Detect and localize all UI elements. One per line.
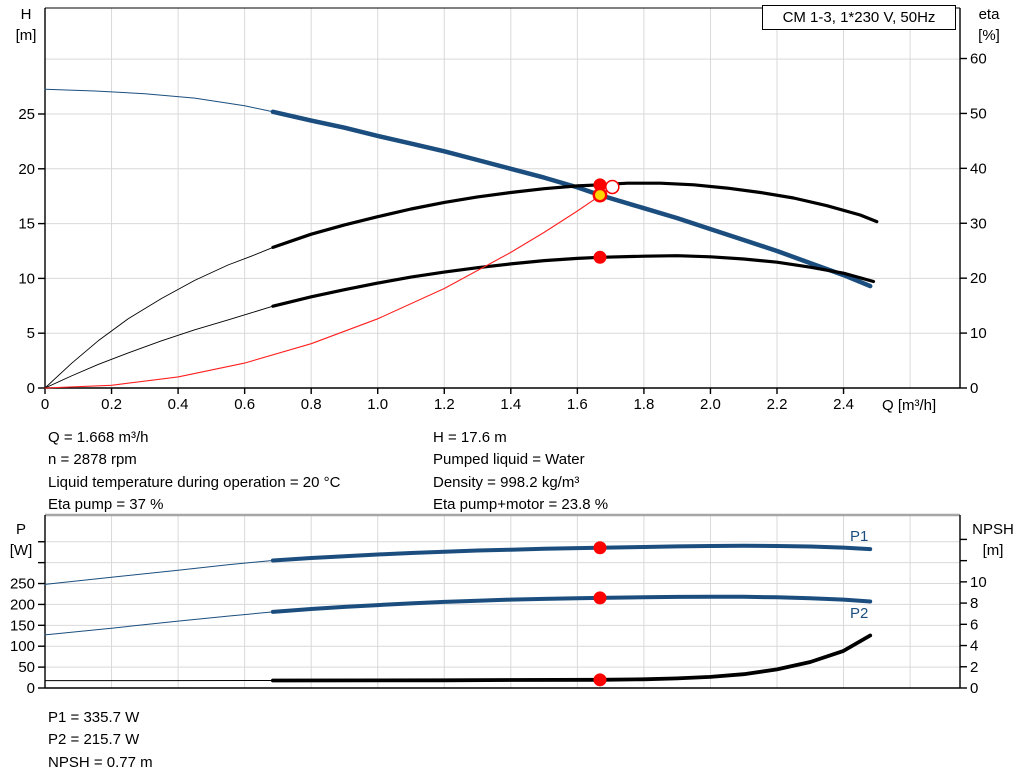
svg-text:0.8: 0.8: [301, 396, 322, 413]
power-npsh-chart-ticks: 0 50 100 150 200 250 0 2 4 6 8 10: [10, 538, 987, 697]
svg-text:250: 250: [10, 576, 35, 593]
svg-text:0.4: 0.4: [168, 396, 189, 413]
p1-curve-extension: [44, 560, 274, 585]
h-axis-label-unit: [m]: [15, 27, 37, 44]
svg-text:10: 10: [970, 325, 987, 342]
npsh-axis-label-symbol: NPSH: [972, 521, 1014, 538]
annotation-temperature: Liquid temperature during operation = 20…: [48, 473, 341, 491]
power-npsh-chart-grid: [45, 515, 960, 688]
svg-text:40: 40: [970, 160, 987, 177]
hq-eta-chart: 0 5 10 15 20 25 0 10 20 30 40 50 60 0 0.2 0.4 0.6 0.8 1.0 1…: [18, 7, 987, 413]
eta-axis-label-unit: [%]: [978, 27, 1000, 44]
eta-axis-label: eta [%]: [966, 4, 1012, 46]
duty-annotations-right: H = 17.6 m Pumped liquid = Water Density…: [433, 427, 608, 517]
svg-text:25: 25: [18, 106, 35, 123]
svg-text:8: 8: [970, 595, 978, 612]
pump-model-title-text: CM 1-3, 1*230 V, 50Hz: [782, 9, 936, 26]
svg-text:0: 0: [970, 680, 978, 697]
p2-curve-label: P2: [850, 605, 869, 622]
p-axis-label-symbol: P: [15, 521, 26, 538]
svg-text:1.8: 1.8: [633, 396, 654, 413]
svg-text:150: 150: [10, 617, 35, 634]
svg-text:6: 6: [970, 616, 978, 633]
svg-text:0: 0: [27, 380, 35, 397]
annotation-p2: P2 = 215.7 W: [48, 731, 140, 749]
npsh-curve: [270, 633, 873, 683]
duty-point-eta-pump: [593, 178, 607, 192]
p-axis-label-unit: [W]: [9, 542, 33, 559]
h-axis-label-symbol: H: [20, 6, 32, 23]
svg-text:100: 100: [10, 638, 35, 655]
annotation-p1: P1 = 335.7 W: [48, 709, 140, 726]
svg-text:4: 4: [970, 638, 978, 655]
eta-axis-label-symbol: eta: [978, 6, 1000, 23]
eta-pump-motor-curve-extension: [44, 305, 274, 389]
svg-text:10: 10: [970, 574, 987, 591]
svg-text:0.6: 0.6: [234, 396, 255, 413]
svg-text:0: 0: [41, 396, 49, 413]
svg-text:15: 15: [18, 216, 35, 233]
duty-point-eta-pump-motor: [593, 250, 607, 264]
p-axis-label: P [W]: [2, 519, 40, 561]
npsh-axis-label: NPSH [m]: [962, 519, 1024, 561]
annotation-eta-pump: Eta pump = 37 %: [48, 496, 164, 514]
svg-text:30: 30: [970, 215, 987, 232]
system-curve: [44, 186, 613, 389]
annotation-head: H = 17.6 m: [433, 429, 507, 446]
p2-curve-extension: [44, 611, 274, 636]
pump-model-title: CM 1-3, 1*230 V, 50Hz: [762, 5, 956, 30]
duty-point-npsh: [593, 673, 607, 687]
eta-pump-curve-extension: [44, 246, 274, 389]
annotation-speed: n = 2878 rpm: [48, 451, 137, 469]
annotation-density: Density = 998.2 kg/m³: [433, 473, 580, 491]
q-axis-label: Q [m³/h]: [882, 397, 937, 414]
annotation-q: Q = 1.668 m³/h: [48, 429, 149, 446]
svg-text:50: 50: [970, 105, 987, 122]
p1-curve-label: P1: [850, 528, 869, 545]
svg-text:2.2: 2.2: [767, 396, 788, 413]
svg-text:50: 50: [18, 659, 35, 676]
duty-point-p1: [593, 541, 607, 555]
duty-annotations-left: Q = 1.668 m³/h n = 2878 rpm Liquid tempe…: [48, 427, 340, 517]
svg-text:2.4: 2.4: [833, 396, 854, 413]
duty-point-p2: [593, 591, 607, 605]
requested-duty-point: [605, 179, 620, 195]
svg-text:0.2: 0.2: [101, 396, 122, 413]
hq-eta-chart-ticks: 0 5 10 15 20 25 0 10 20 30 40 50 60 0 0.2 0.4 0.6 0.8 1.0 1…: [18, 51, 986, 413]
svg-text:1.2: 1.2: [434, 396, 455, 413]
svg-text:20: 20: [970, 270, 987, 287]
eta-pump-curve: [271, 181, 879, 249]
annotation-liquid: Pumped liquid = Water: [433, 451, 585, 469]
power-annotations: P1 = 335.7 W P2 = 215.7 W NPSH = 0.77 m: [48, 707, 153, 774]
duty-point-head: [592, 187, 608, 203]
p2-curve: [270, 594, 873, 614]
svg-text:1.0: 1.0: [367, 396, 388, 413]
h-axis-label: H [m]: [8, 4, 44, 46]
svg-text:10: 10: [18, 270, 35, 287]
svg-text:60: 60: [970, 51, 987, 68]
svg-text:0: 0: [970, 380, 978, 397]
svg-text:1.6: 1.6: [567, 396, 588, 413]
p1-curve: [270, 543, 873, 563]
pump-head-curve-extension: [44, 88, 274, 113]
svg-text:1.4: 1.4: [500, 396, 521, 413]
annotation-eta-pump-motor: Eta pump+motor = 23.8 %: [433, 496, 609, 514]
svg-text:0: 0: [27, 680, 35, 697]
power-npsh-chart: 0 50 100 150 200 250 0 2 4 6 8 10: [10, 513, 987, 697]
svg-text:20: 20: [18, 161, 35, 178]
npsh-axis-label-unit: [m]: [982, 542, 1004, 559]
hq-eta-chart-grid: [45, 8, 960, 388]
eta-pump-motor-curve: [271, 254, 876, 308]
svg-text:200: 200: [10, 596, 35, 613]
annotation-npsh: NPSH = 0.77 m: [48, 753, 153, 771]
svg-text:2: 2: [970, 659, 978, 676]
svg-text:5: 5: [27, 325, 35, 342]
svg-text:2.0: 2.0: [700, 396, 721, 413]
